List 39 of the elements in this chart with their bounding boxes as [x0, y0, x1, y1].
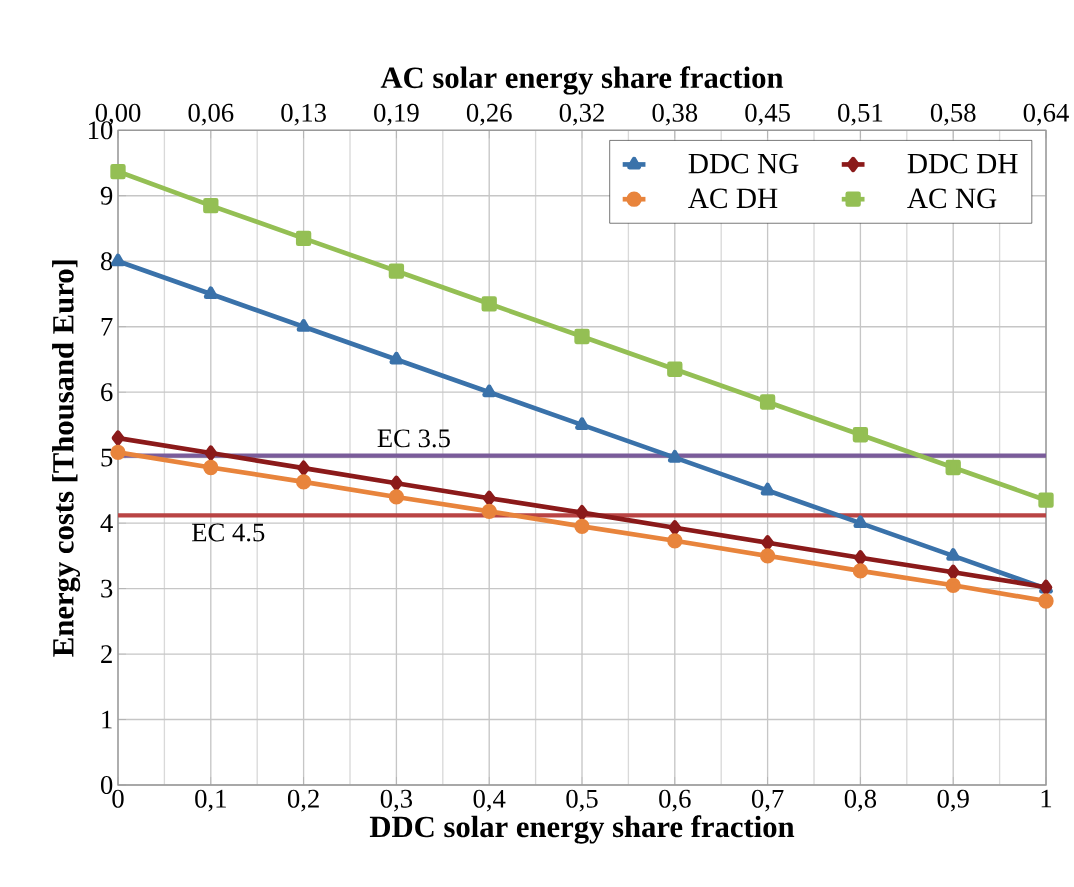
y-tick-label: 6: [101, 383, 113, 402]
x-tick-label: 0,3: [380, 789, 413, 812]
x2-tick-label: 0,58: [930, 103, 976, 126]
x2-tick-label: 0,26: [466, 103, 512, 126]
x-axis-title: DDC solar energy share fraction: [369, 815, 795, 844]
x-tick-label: 0,4: [473, 789, 506, 812]
x2-tick-label: 0,06: [188, 103, 234, 126]
x2-tick-label: 0,64: [1023, 103, 1069, 126]
y-tick-label: 4: [100, 514, 113, 532]
x2-tick-label: 0,51: [838, 103, 883, 126]
y-tick-label: 0: [100, 775, 113, 794]
x-tick-label: 0,7: [751, 789, 784, 812]
y-axis-title: Energy costs [Thousand Euro]: [52, 260, 81, 657]
legend-label: DDC DH: [907, 153, 1018, 174]
x2-tick-label: 0,13: [281, 103, 326, 126]
x-tick-label: 1: [1041, 789, 1052, 808]
x-tick-label: 0,5: [566, 789, 598, 812]
y-tick-label: 2: [101, 645, 112, 663]
x-tick-label: 0,6: [659, 789, 691, 812]
x-tick-label: 0,1: [195, 789, 226, 812]
y-tick-label: 9: [100, 186, 113, 205]
x2-tick-label: 0,45: [745, 103, 790, 126]
y-tick-label: 8: [100, 252, 113, 271]
legend-label: AC NG: [907, 188, 997, 209]
ref-line-label: EC 4.5: [192, 523, 265, 542]
y-tick-label: 7: [101, 317, 113, 336]
x2-axis-title: AC solar energy share fraction: [380, 66, 784, 95]
y-tick-label: 1: [102, 710, 112, 729]
y-tick-label: 3: [101, 579, 113, 598]
legend-label: AC DH: [688, 188, 778, 209]
x-tick-label: 0,9: [937, 789, 969, 812]
x2-tick-label: 0,38: [652, 103, 698, 126]
x-tick-label: 0,2: [287, 789, 319, 812]
x-tick-label: 0,8: [844, 789, 877, 812]
x2-tick-label: 0,32: [559, 103, 604, 126]
ref-line-label: EC 3.5: [377, 429, 450, 448]
x2-tick-label: 0,19: [374, 103, 419, 126]
y-tick-label: 5: [101, 448, 113, 467]
legend-label: DDC NG: [688, 153, 799, 174]
